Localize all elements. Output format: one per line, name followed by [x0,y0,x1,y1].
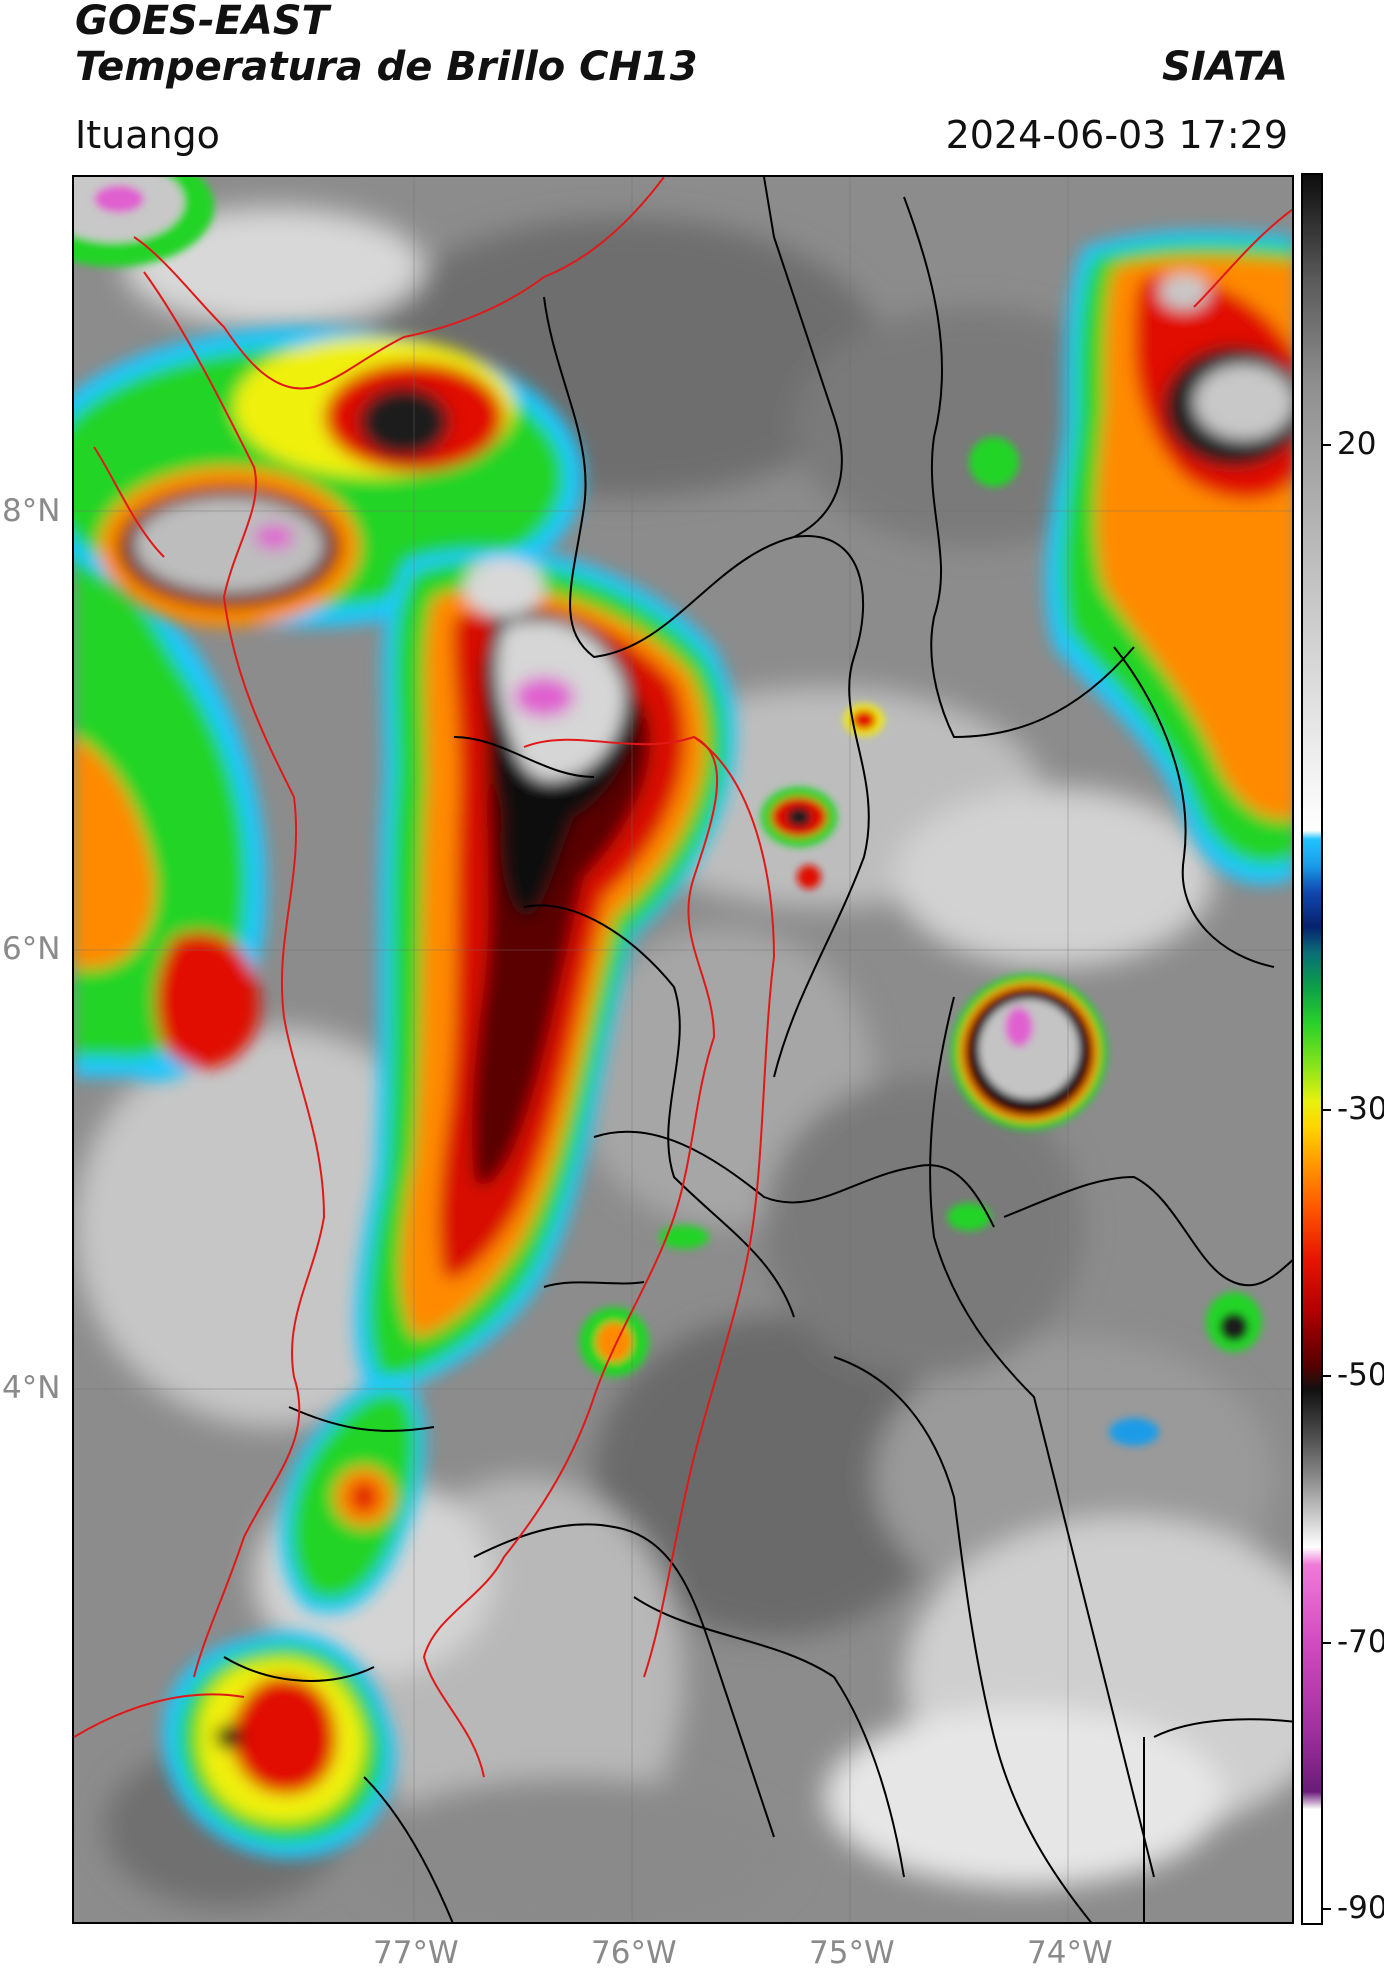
lon-label-76w: 76°W [591,1935,677,1971]
org-label: SIATA [1162,44,1288,90]
gray-cloud-texture [74,207,1292,1922]
lat-label-8n: 8°N [2,493,61,529]
lon-label-74w: 74°W [1027,1935,1113,1971]
timestamp-label: 2024-06-03 17:29 [945,113,1288,157]
lat-label-4n: 4°N [2,1370,61,1406]
colorbar-tick-minus70: -70 [1337,1624,1384,1660]
location-label: Ituango [75,113,220,157]
lat-label-6n: 6°N [2,931,61,967]
department-borders [223,177,1292,1922]
title-product: Temperatura de Brillo CH13 [75,44,698,90]
colorbar-tick-minus90: -90 [1337,1890,1384,1926]
colorbar-tick-20: 20 [1337,426,1377,462]
map-gridlines [74,177,1292,1922]
map-svg [74,177,1292,1922]
region-borders [74,177,1292,1778]
colorbar-tick-minus30: -30 [1337,1091,1384,1127]
title-satellite: GOES-EAST [75,0,329,44]
storm-top-left [74,177,214,267]
colorbar-tick-marks [1323,444,1331,1910]
storm-left-edge [74,507,267,1081]
temperature-colorbar [1301,173,1323,1925]
storm-round-cell [951,974,1107,1130]
lon-label-75w: 75°W [809,1935,895,1971]
storm-upper-left [74,327,584,627]
satellite-map[interactable] [72,175,1294,1924]
colorbar-tick-minus50: -50 [1337,1357,1384,1393]
lon-label-77w: 77°W [373,1935,459,1971]
storm-central [355,545,736,1397]
storm-upper-right [1045,230,1292,885]
